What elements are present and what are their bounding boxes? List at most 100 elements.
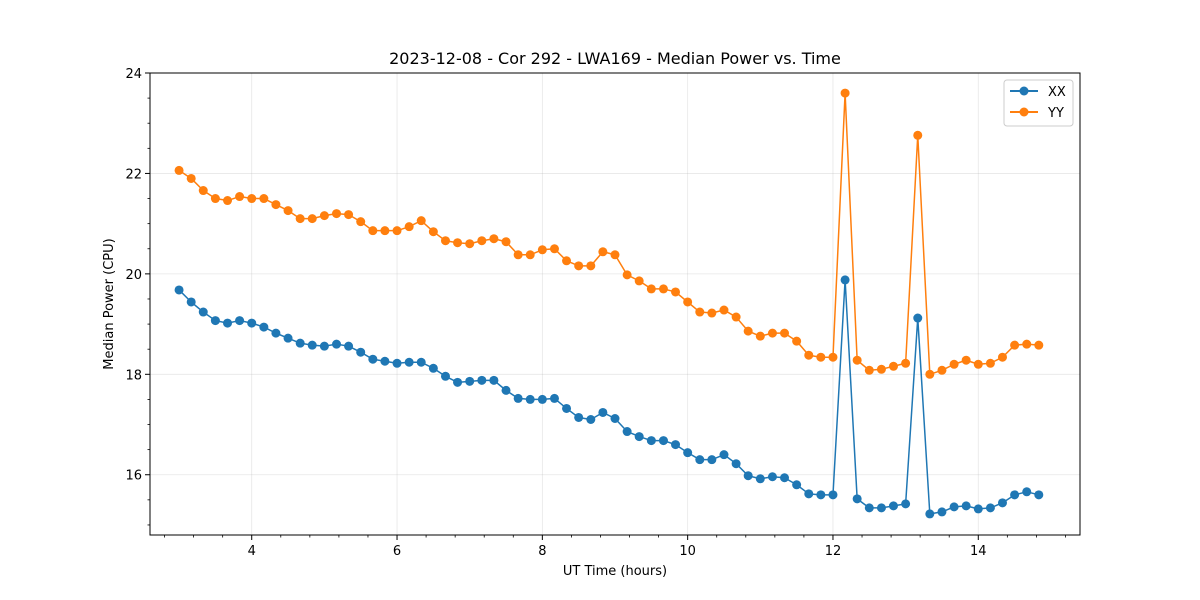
data-point-xx <box>743 471 753 481</box>
data-point-yy <box>210 194 220 204</box>
data-point-xx <box>295 338 305 348</box>
data-point-yy <box>344 210 354 220</box>
data-point-yy <box>876 364 886 374</box>
data-point-yy <box>1010 340 1020 350</box>
data-point-yy <box>852 355 862 365</box>
data-point-yy <box>295 214 305 224</box>
data-point-xx <box>634 432 644 442</box>
data-point-yy <box>658 284 668 294</box>
data-point-xx <box>186 297 196 307</box>
data-point-xx <box>307 340 317 350</box>
data-point-xx <box>888 501 898 511</box>
data-point-yy <box>404 222 414 232</box>
data-point-xx <box>392 358 402 368</box>
data-point-xx <box>598 407 608 417</box>
data-point-xx <box>937 507 947 517</box>
data-point-xx <box>586 415 596 424</box>
data-point-yy <box>271 200 281 210</box>
data-point-xx <box>828 490 838 500</box>
data-point-xx <box>283 333 293 343</box>
y-axis-label: Median Power (CPU) <box>102 238 117 369</box>
data-point-xx <box>973 504 983 514</box>
data-point-xx <box>259 322 269 332</box>
data-point-yy <box>223 196 233 206</box>
data-point-xx <box>816 490 826 500</box>
legend: XX YY <box>1003 79 1074 127</box>
data-point-yy <box>634 276 644 286</box>
data-point-xx <box>876 503 886 513</box>
x-axis-label: UT Time (hours) <box>563 564 667 579</box>
x-tick-label: 4 <box>248 544 256 559</box>
y-tick-label: 18 <box>125 368 142 383</box>
legend-marker-yy <box>1019 107 1029 117</box>
data-point-yy <box>901 358 911 368</box>
data-point-xx <box>695 455 705 465</box>
data-point-yy <box>767 328 777 338</box>
data-point-xx <box>198 307 208 317</box>
data-point-xx <box>344 341 354 351</box>
data-point-yy <box>477 236 487 246</box>
data-point-yy <box>598 247 608 257</box>
data-point-xx <box>319 341 329 351</box>
data-point-yy <box>368 226 378 236</box>
data-point-yy <box>586 261 596 271</box>
data-point-xx <box>356 347 366 357</box>
data-point-xx <box>852 494 862 504</box>
data-point-yy <box>501 237 511 247</box>
data-point-yy <box>719 305 729 315</box>
data-point-yy <box>997 352 1007 362</box>
data-point-xx <box>513 393 523 403</box>
axes-frame <box>149 72 1081 536</box>
data-point-yy <box>743 326 753 336</box>
data-point-xx <box>622 427 632 437</box>
data-point-yy <box>888 361 898 371</box>
data-point-yy <box>235 192 245 202</box>
data-point-yy <box>562 256 572 266</box>
data-point-xx <box>501 385 511 395</box>
data-point-yy <box>683 297 693 307</box>
x-tick-label: 12 <box>825 544 842 559</box>
data-point-xx <box>537 394 547 404</box>
legend-marker-xx <box>1019 86 1029 96</box>
data-point-yy <box>537 245 547 255</box>
data-point-yy <box>525 250 535 260</box>
data-point-xx <box>683 448 693 458</box>
data-point-xx <box>1034 490 1044 500</box>
data-point-yy <box>780 328 790 338</box>
data-point-xx <box>247 318 257 328</box>
data-point-xx <box>1010 490 1020 500</box>
data-point-yy <box>380 226 390 236</box>
data-point-yy <box>622 270 632 280</box>
data-point-xx <box>271 328 281 338</box>
data-point-xx <box>440 371 450 381</box>
data-point-xx <box>574 412 584 422</box>
data-point-xx <box>465 376 475 386</box>
data-point-yy <box>198 186 208 196</box>
data-point-xx <box>404 357 414 367</box>
data-point-xx <box>223 318 233 328</box>
data-point-xx <box>864 503 874 513</box>
data-point-xx <box>731 459 741 469</box>
x-tick-label: 10 <box>679 544 696 559</box>
data-point-yy <box>453 238 463 248</box>
data-point-yy <box>307 214 317 224</box>
data-point-yy <box>925 369 935 379</box>
data-point-xx <box>913 313 923 323</box>
data-point-yy <box>332 209 342 219</box>
data-point-xx <box>719 450 729 460</box>
y-tick-label: 16 <box>125 469 142 484</box>
data-point-yy <box>973 359 983 369</box>
data-point-xx <box>780 473 790 483</box>
data-point-yy <box>671 287 681 297</box>
x-tick-label: 6 <box>393 544 401 559</box>
data-point-yy <box>1022 339 1032 349</box>
data-point-xx <box>1022 487 1032 497</box>
data-point-xx <box>477 375 487 385</box>
plot-area <box>174 88 1044 519</box>
y-tick-label: 24 <box>125 67 142 82</box>
data-point-yy <box>440 236 450 246</box>
data-point-yy <box>247 194 257 204</box>
data-point-xx <box>804 489 814 499</box>
x-tick-label: 8 <box>538 544 546 559</box>
